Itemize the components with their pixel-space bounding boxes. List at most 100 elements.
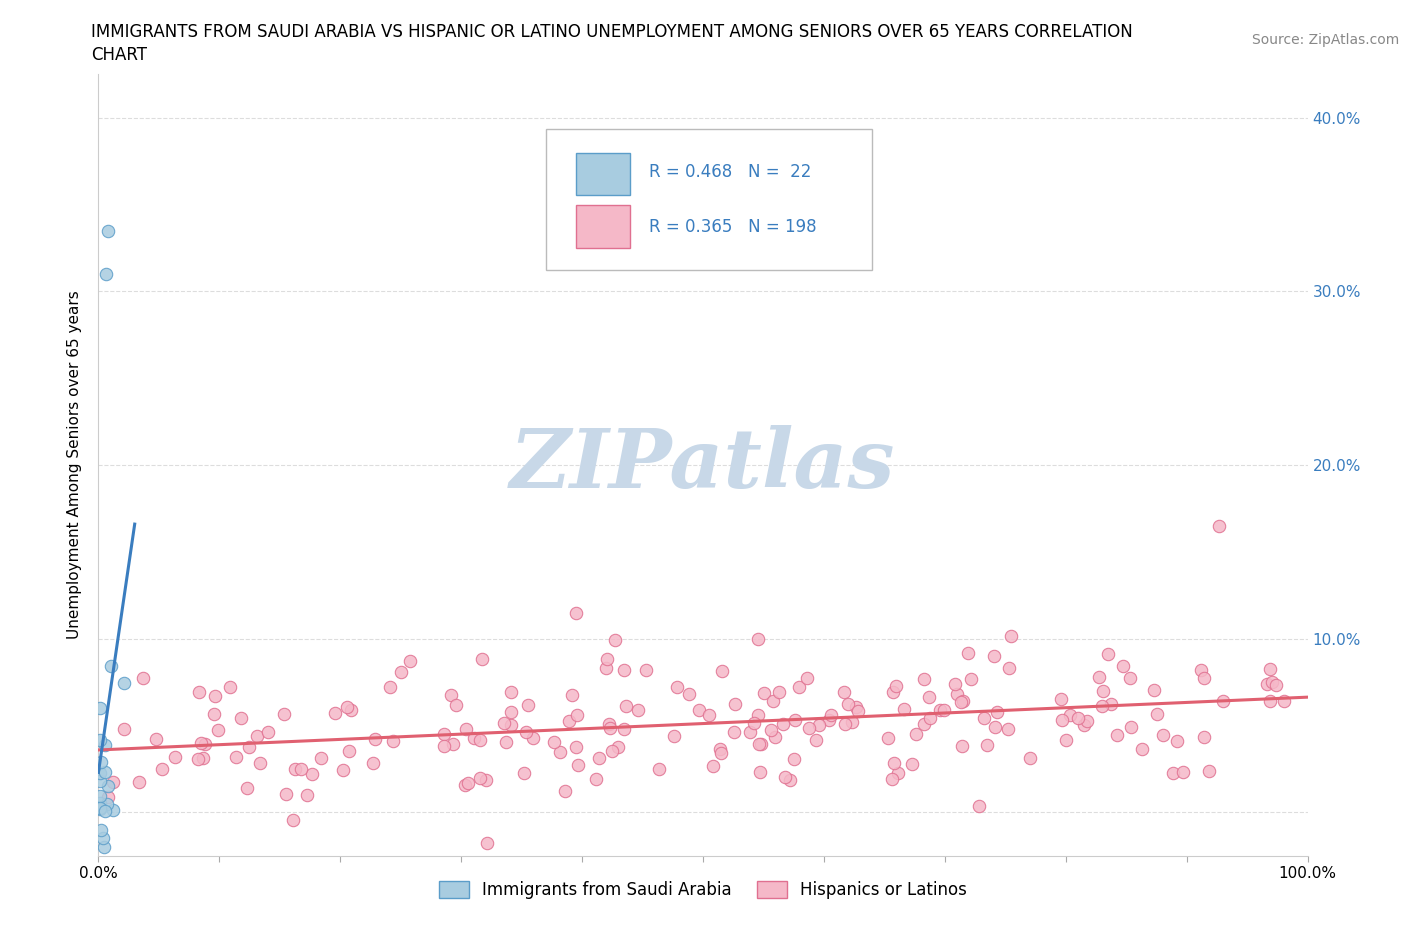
Point (751, 737, 773, 751)
Point (191, 751, 214, 765)
Point (89, 802, 111, 817)
Point (1119, 720, 1142, 735)
Point (97, 778, 120, 793)
Point (1099, 697, 1122, 711)
Point (295, 788, 318, 803)
Point (94, 764, 117, 779)
Point (773, 769, 796, 784)
Text: ZIPatlas: ZIPatlas (510, 425, 896, 505)
Point (918, 711, 941, 725)
Point (128, 775, 150, 790)
Point (598, 717, 620, 732)
FancyBboxPatch shape (546, 129, 872, 270)
Point (783, 752, 806, 767)
Point (1208, 518, 1230, 533)
Point (103, 775, 125, 790)
Point (747, 631, 769, 646)
Point (231, 711, 253, 725)
Point (627, 702, 650, 717)
Point (97, 223, 120, 238)
Point (754, 686, 776, 701)
Point (89, 765, 111, 780)
Point (688, 702, 710, 717)
Point (361, 755, 384, 770)
Point (1105, 728, 1128, 743)
Point (457, 776, 479, 790)
Point (950, 738, 973, 753)
Point (249, 755, 271, 770)
Point (797, 721, 820, 736)
Point (207, 723, 229, 737)
Point (89, 801, 111, 816)
Point (837, 697, 859, 711)
Point (912, 717, 935, 732)
Point (1161, 766, 1184, 781)
Point (238, 739, 260, 754)
Point (543, 735, 565, 750)
Point (444, 698, 467, 712)
Point (678, 687, 700, 702)
Point (131, 671, 153, 685)
Point (554, 783, 576, 798)
Point (832, 684, 855, 699)
Point (468, 770, 491, 785)
Point (976, 737, 998, 752)
Point (596, 651, 619, 666)
Point (886, 679, 908, 694)
Point (389, 664, 412, 679)
Point (959, 672, 981, 687)
Point (492, 716, 515, 731)
Point (893, 701, 915, 716)
Point (697, 708, 720, 723)
Point (585, 772, 607, 787)
Point (1112, 658, 1135, 673)
Point (998, 660, 1021, 675)
Point (1050, 712, 1073, 727)
Point (273, 707, 295, 722)
Point (783, 712, 806, 727)
Point (522, 730, 544, 745)
Point (364, 731, 387, 746)
Point (600, 744, 623, 759)
Point (89, 795, 111, 810)
Point (983, 649, 1005, 664)
Point (742, 715, 765, 730)
Point (834, 716, 856, 731)
Point (246, 728, 269, 743)
Point (91, 830, 114, 845)
Point (94, 738, 117, 753)
Point (309, 751, 332, 765)
Point (595, 660, 617, 675)
Point (912, 671, 935, 686)
Point (901, 756, 924, 771)
Point (204, 689, 226, 704)
Point (820, 707, 842, 722)
Point (877, 730, 900, 745)
Point (1258, 694, 1281, 709)
Point (190, 736, 212, 751)
Point (1059, 708, 1081, 723)
Point (432, 727, 454, 742)
Point (501, 705, 523, 720)
Point (433, 738, 456, 753)
Point (97, 790, 120, 804)
Point (711, 664, 734, 679)
Point (499, 684, 522, 699)
Point (471, 651, 494, 666)
Text: R = 0.468   N =  22: R = 0.468 N = 22 (648, 163, 811, 181)
Point (946, 686, 969, 701)
Point (558, 713, 581, 728)
Text: CHART: CHART (91, 46, 148, 64)
Point (817, 712, 839, 727)
Point (463, 730, 485, 745)
Point (845, 699, 868, 714)
Point (664, 729, 686, 744)
Point (454, 722, 477, 737)
Point (772, 717, 794, 732)
Point (997, 722, 1019, 737)
Point (1097, 647, 1119, 662)
Point (89, 789, 111, 804)
Point (1019, 751, 1042, 765)
Point (665, 680, 688, 695)
Point (495, 735, 517, 750)
